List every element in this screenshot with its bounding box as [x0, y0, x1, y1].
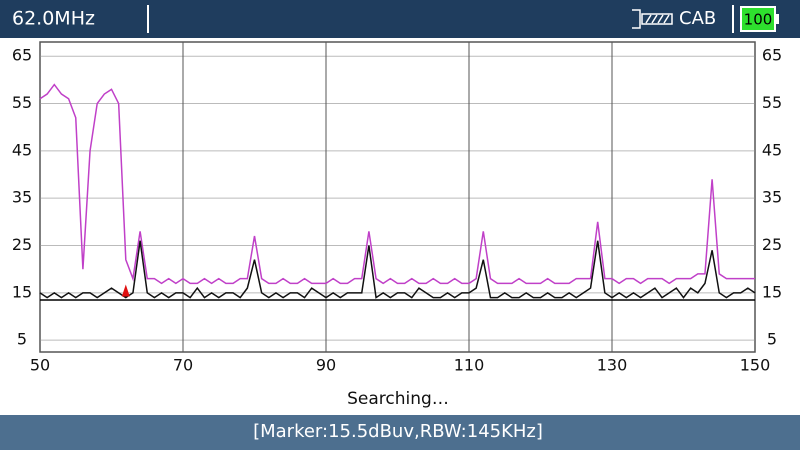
y-tick-label: 5	[17, 330, 27, 349]
footer-info: [Marker:15.5dBuv,RBW:145KHz]	[253, 421, 543, 442]
x-tick-label: 90	[316, 356, 336, 375]
battery	[740, 6, 776, 32]
y2-tick-label: 25	[762, 235, 782, 254]
cable-icon	[632, 9, 673, 29]
y2-tick-label: 15	[762, 282, 782, 301]
y2-tick-label: 35	[762, 188, 782, 207]
trace	[39, 240, 756, 299]
y-tick-label: 45	[12, 140, 32, 159]
x-tick-label: 50	[30, 356, 50, 375]
x-tick-label: 150	[740, 356, 771, 375]
y2-tick-label: 45	[762, 140, 782, 159]
footer-bar	[0, 415, 800, 450]
battery-level: 100	[744, 11, 773, 29]
y2-tick-label: 65	[762, 46, 782, 65]
status: Searching…	[347, 389, 449, 409]
frequency: 62.0MHz	[12, 8, 95, 30]
y-tick-label: 35	[12, 188, 32, 207]
x-tick-label: 130	[597, 356, 628, 375]
y-tick-label: 15	[12, 282, 32, 301]
mode: CAB	[679, 8, 716, 29]
x-tick-label: 110	[454, 356, 485, 375]
x-tick-label: 70	[173, 356, 193, 375]
y-tick-label: 25	[12, 235, 32, 254]
plot-frame	[39, 41, 756, 353]
y2-tick-label: 5	[767, 330, 777, 349]
y2-tick-label: 55	[762, 93, 782, 112]
trace	[39, 83, 755, 285]
marker	[121, 284, 130, 297]
y-tick-label: 65	[12, 46, 32, 65]
battery-tip	[775, 14, 779, 24]
y-tick-label: 55	[12, 93, 32, 112]
